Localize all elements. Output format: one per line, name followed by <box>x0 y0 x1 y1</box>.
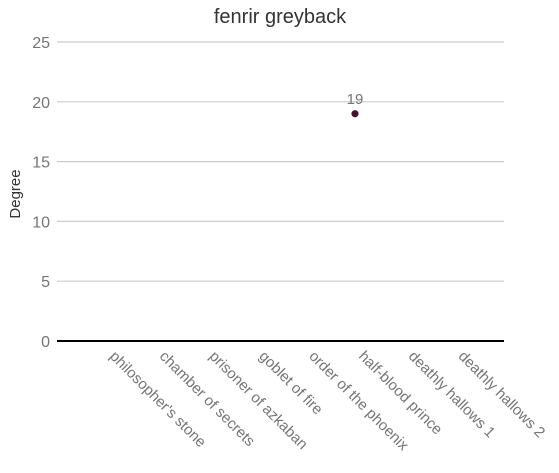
y-axis-ticks: 0 5 10 15 20 25 <box>32 35 50 351</box>
data-label: 19 <box>347 91 364 108</box>
y-tick-label: 0 <box>41 334 50 351</box>
gridlines <box>57 41 504 282</box>
y-tick-label: 5 <box>41 274 50 291</box>
y-tick-label: 15 <box>32 155 50 172</box>
y-tick-label: 20 <box>32 95 50 112</box>
data-points: 19 <box>347 91 364 118</box>
y-tick-label: 10 <box>32 214 50 231</box>
y-axis-label: Degree <box>7 169 24 218</box>
chart-title: fenrir greyback <box>214 6 347 28</box>
x-tick-label: deathly hallows 2 <box>455 348 548 441</box>
x-tick-label: deathly hallows 1 <box>405 348 498 441</box>
x-tick-label: half-blood prince <box>355 348 445 438</box>
x-tick-label: philosopher's stone <box>106 348 209 451</box>
y-tick-label: 25 <box>32 35 50 52</box>
x-tick-label: chamber of secrets <box>156 348 258 450</box>
data-point <box>351 110 359 118</box>
